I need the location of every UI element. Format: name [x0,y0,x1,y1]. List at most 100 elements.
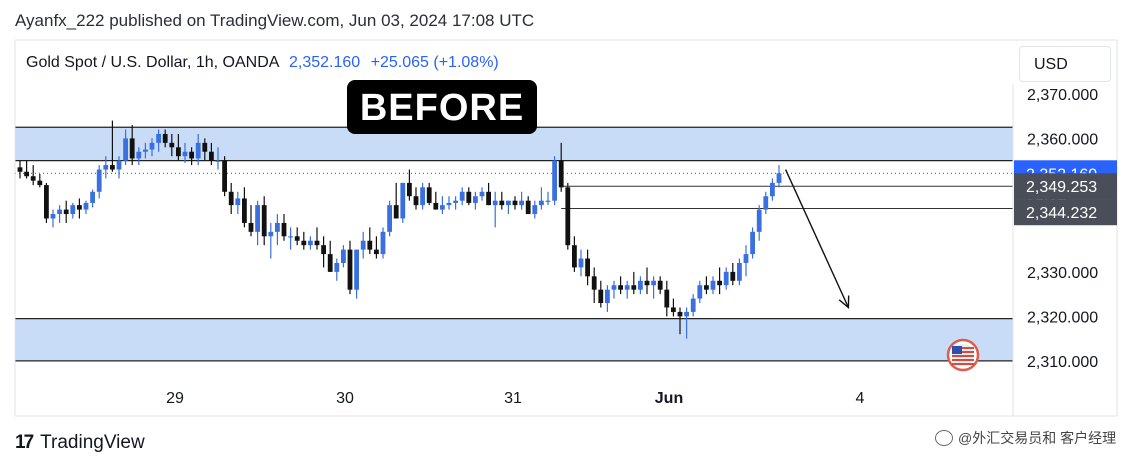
candle-body [156,133,161,143]
candle-body [539,200,544,206]
candle-body [268,231,274,237]
symbol-price: 2,352.160 [289,54,361,71]
candle-body [512,200,518,206]
price-label-box [1014,173,1117,200]
candle-body [37,180,43,186]
candle-body [30,176,36,181]
candle-body [565,187,571,246]
candle-body [486,191,491,206]
candle-body [585,258,590,277]
candle-body [466,191,472,203]
candle-body [492,200,498,206]
y-tick-label: 2,320.000 [1027,309,1098,326]
candle-body [532,205,538,215]
candle-body [367,240,373,250]
publish-info: Ayanfx_222 published on TradingView.com,… [15,11,535,30]
candle-body [195,142,201,159]
candle-body [611,285,617,290]
candle-body [255,205,260,232]
candle-body [360,240,366,250]
candle-body [70,205,76,215]
candle-body [664,289,670,308]
candle-body [618,285,623,290]
candle-body [737,262,742,281]
tradingview-logo[interactable]: 17 TradingView [15,432,145,454]
candle-body [143,149,148,152]
candle-body [374,249,379,255]
candle-body [631,285,637,290]
candle-body [671,307,676,312]
candle-body [552,160,557,201]
x-tick-label: Jun [655,390,683,407]
candle-body [730,271,736,281]
candle-body [281,222,287,237]
candle-body [110,165,115,170]
candle-body [499,200,505,206]
candle-body [149,142,155,150]
price-label-text: 2,344.232 [1026,205,1097,222]
zone-1 [15,318,1013,361]
candle-body [433,202,439,210]
candle-body [50,214,56,219]
candle-body [763,196,769,210]
candle-body [558,160,564,188]
candle-body [222,160,227,192]
candle-body [710,280,716,290]
candle-body [598,289,604,304]
candle-body [591,276,597,290]
candle-body [545,200,551,202]
candle-body [314,240,320,246]
candle-body [327,254,333,272]
candle-body [215,160,221,162]
candle-body [644,280,650,286]
candle-body [248,222,254,232]
candle-body [770,182,775,197]
candle-body [624,285,630,290]
candle-body [506,200,511,206]
candle-body [209,151,214,161]
candle-body [347,249,353,290]
candle-body [169,142,175,148]
candle-body [677,311,683,317]
arrow-head [838,295,850,309]
candle-body [440,205,445,210]
candle-body [103,165,109,170]
candle-body [162,133,168,143]
candle-body [44,185,49,219]
candle-body [321,245,326,255]
candle-body [354,249,359,290]
candle-body [776,173,782,183]
price-label-text: 2,349.253 [1026,179,1097,196]
candle-body [96,169,102,192]
candle-body [605,289,610,304]
currency-button[interactable]: USD [1019,46,1111,82]
y-tick-label: 2,310.000 [1027,354,1098,371]
candle-body [57,209,62,215]
symbol-header: Gold Spot / U.S. Dollar, 1h, OANDA 2,352… [26,54,499,72]
candle-body [202,142,208,152]
candle-body [228,191,234,206]
candle-body [446,202,452,206]
candle-body [651,280,656,286]
candle-body [578,258,584,268]
candle-body [420,187,425,206]
candle-body [24,171,29,177]
x-tick-label: 31 [504,390,522,407]
candle-body [690,298,696,312]
candle-body [242,198,247,223]
candle-body [308,240,313,246]
candle-body [123,138,128,161]
candle-body [704,285,709,290]
projection-arrow [784,169,850,308]
candle-body [413,196,419,206]
candle-body [684,311,689,317]
symbol-change: +25.065 (+1.08%) [370,54,499,71]
candle-body [479,191,485,197]
candle-body [189,151,194,159]
candle-body [572,245,577,268]
symbol-title[interactable]: Gold Spot / U.S. Dollar, 1h, OANDA [26,54,279,71]
tradingview-logo-text: TradingView [40,432,145,453]
candle-body [743,254,749,263]
tradingview-mark-icon: 17 [15,432,34,453]
